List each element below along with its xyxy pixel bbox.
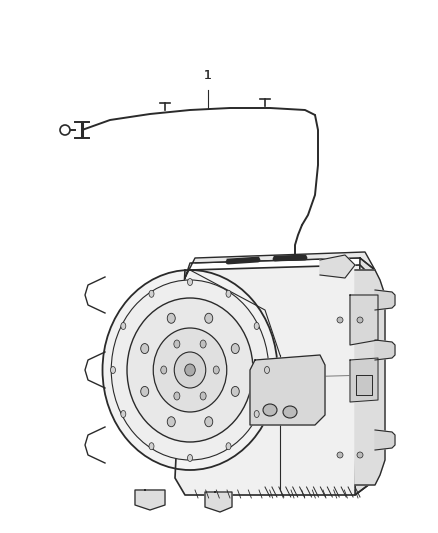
Polygon shape — [250, 355, 325, 425]
Ellipse shape — [185, 364, 195, 376]
Ellipse shape — [226, 290, 231, 297]
Ellipse shape — [149, 443, 154, 450]
Polygon shape — [135, 490, 165, 510]
Ellipse shape — [102, 270, 278, 470]
Ellipse shape — [161, 366, 167, 374]
Ellipse shape — [205, 417, 213, 427]
Ellipse shape — [254, 410, 259, 417]
Polygon shape — [355, 270, 385, 485]
Ellipse shape — [127, 298, 253, 442]
Ellipse shape — [213, 366, 219, 374]
Ellipse shape — [141, 386, 149, 397]
Polygon shape — [185, 252, 375, 278]
Ellipse shape — [111, 280, 269, 460]
Text: 1: 1 — [204, 69, 212, 82]
Ellipse shape — [265, 367, 269, 374]
Ellipse shape — [121, 322, 126, 329]
Text: 1: 1 — [204, 69, 212, 82]
Ellipse shape — [174, 340, 180, 348]
Ellipse shape — [200, 392, 206, 400]
Circle shape — [357, 452, 363, 458]
Ellipse shape — [153, 328, 227, 412]
Polygon shape — [205, 492, 232, 512]
Ellipse shape — [110, 367, 116, 374]
Ellipse shape — [187, 455, 192, 462]
Circle shape — [337, 317, 343, 323]
Ellipse shape — [283, 406, 297, 418]
Polygon shape — [356, 375, 372, 395]
Ellipse shape — [226, 443, 231, 450]
Polygon shape — [350, 295, 378, 345]
Ellipse shape — [174, 352, 206, 388]
Ellipse shape — [205, 313, 213, 323]
Circle shape — [357, 317, 363, 323]
Ellipse shape — [167, 417, 175, 427]
Ellipse shape — [149, 290, 154, 297]
Circle shape — [337, 452, 343, 458]
Ellipse shape — [231, 344, 239, 353]
Polygon shape — [375, 430, 395, 450]
Circle shape — [60, 125, 70, 135]
Ellipse shape — [263, 404, 277, 416]
Polygon shape — [175, 265, 375, 495]
Polygon shape — [375, 290, 395, 310]
Ellipse shape — [167, 313, 175, 323]
Polygon shape — [375, 340, 395, 360]
Ellipse shape — [141, 344, 149, 353]
Polygon shape — [350, 358, 378, 402]
Ellipse shape — [231, 386, 239, 397]
Ellipse shape — [254, 322, 259, 329]
Ellipse shape — [174, 392, 180, 400]
Polygon shape — [355, 258, 375, 495]
Ellipse shape — [187, 279, 192, 286]
Ellipse shape — [200, 340, 206, 348]
Ellipse shape — [121, 410, 126, 417]
Polygon shape — [320, 255, 355, 278]
